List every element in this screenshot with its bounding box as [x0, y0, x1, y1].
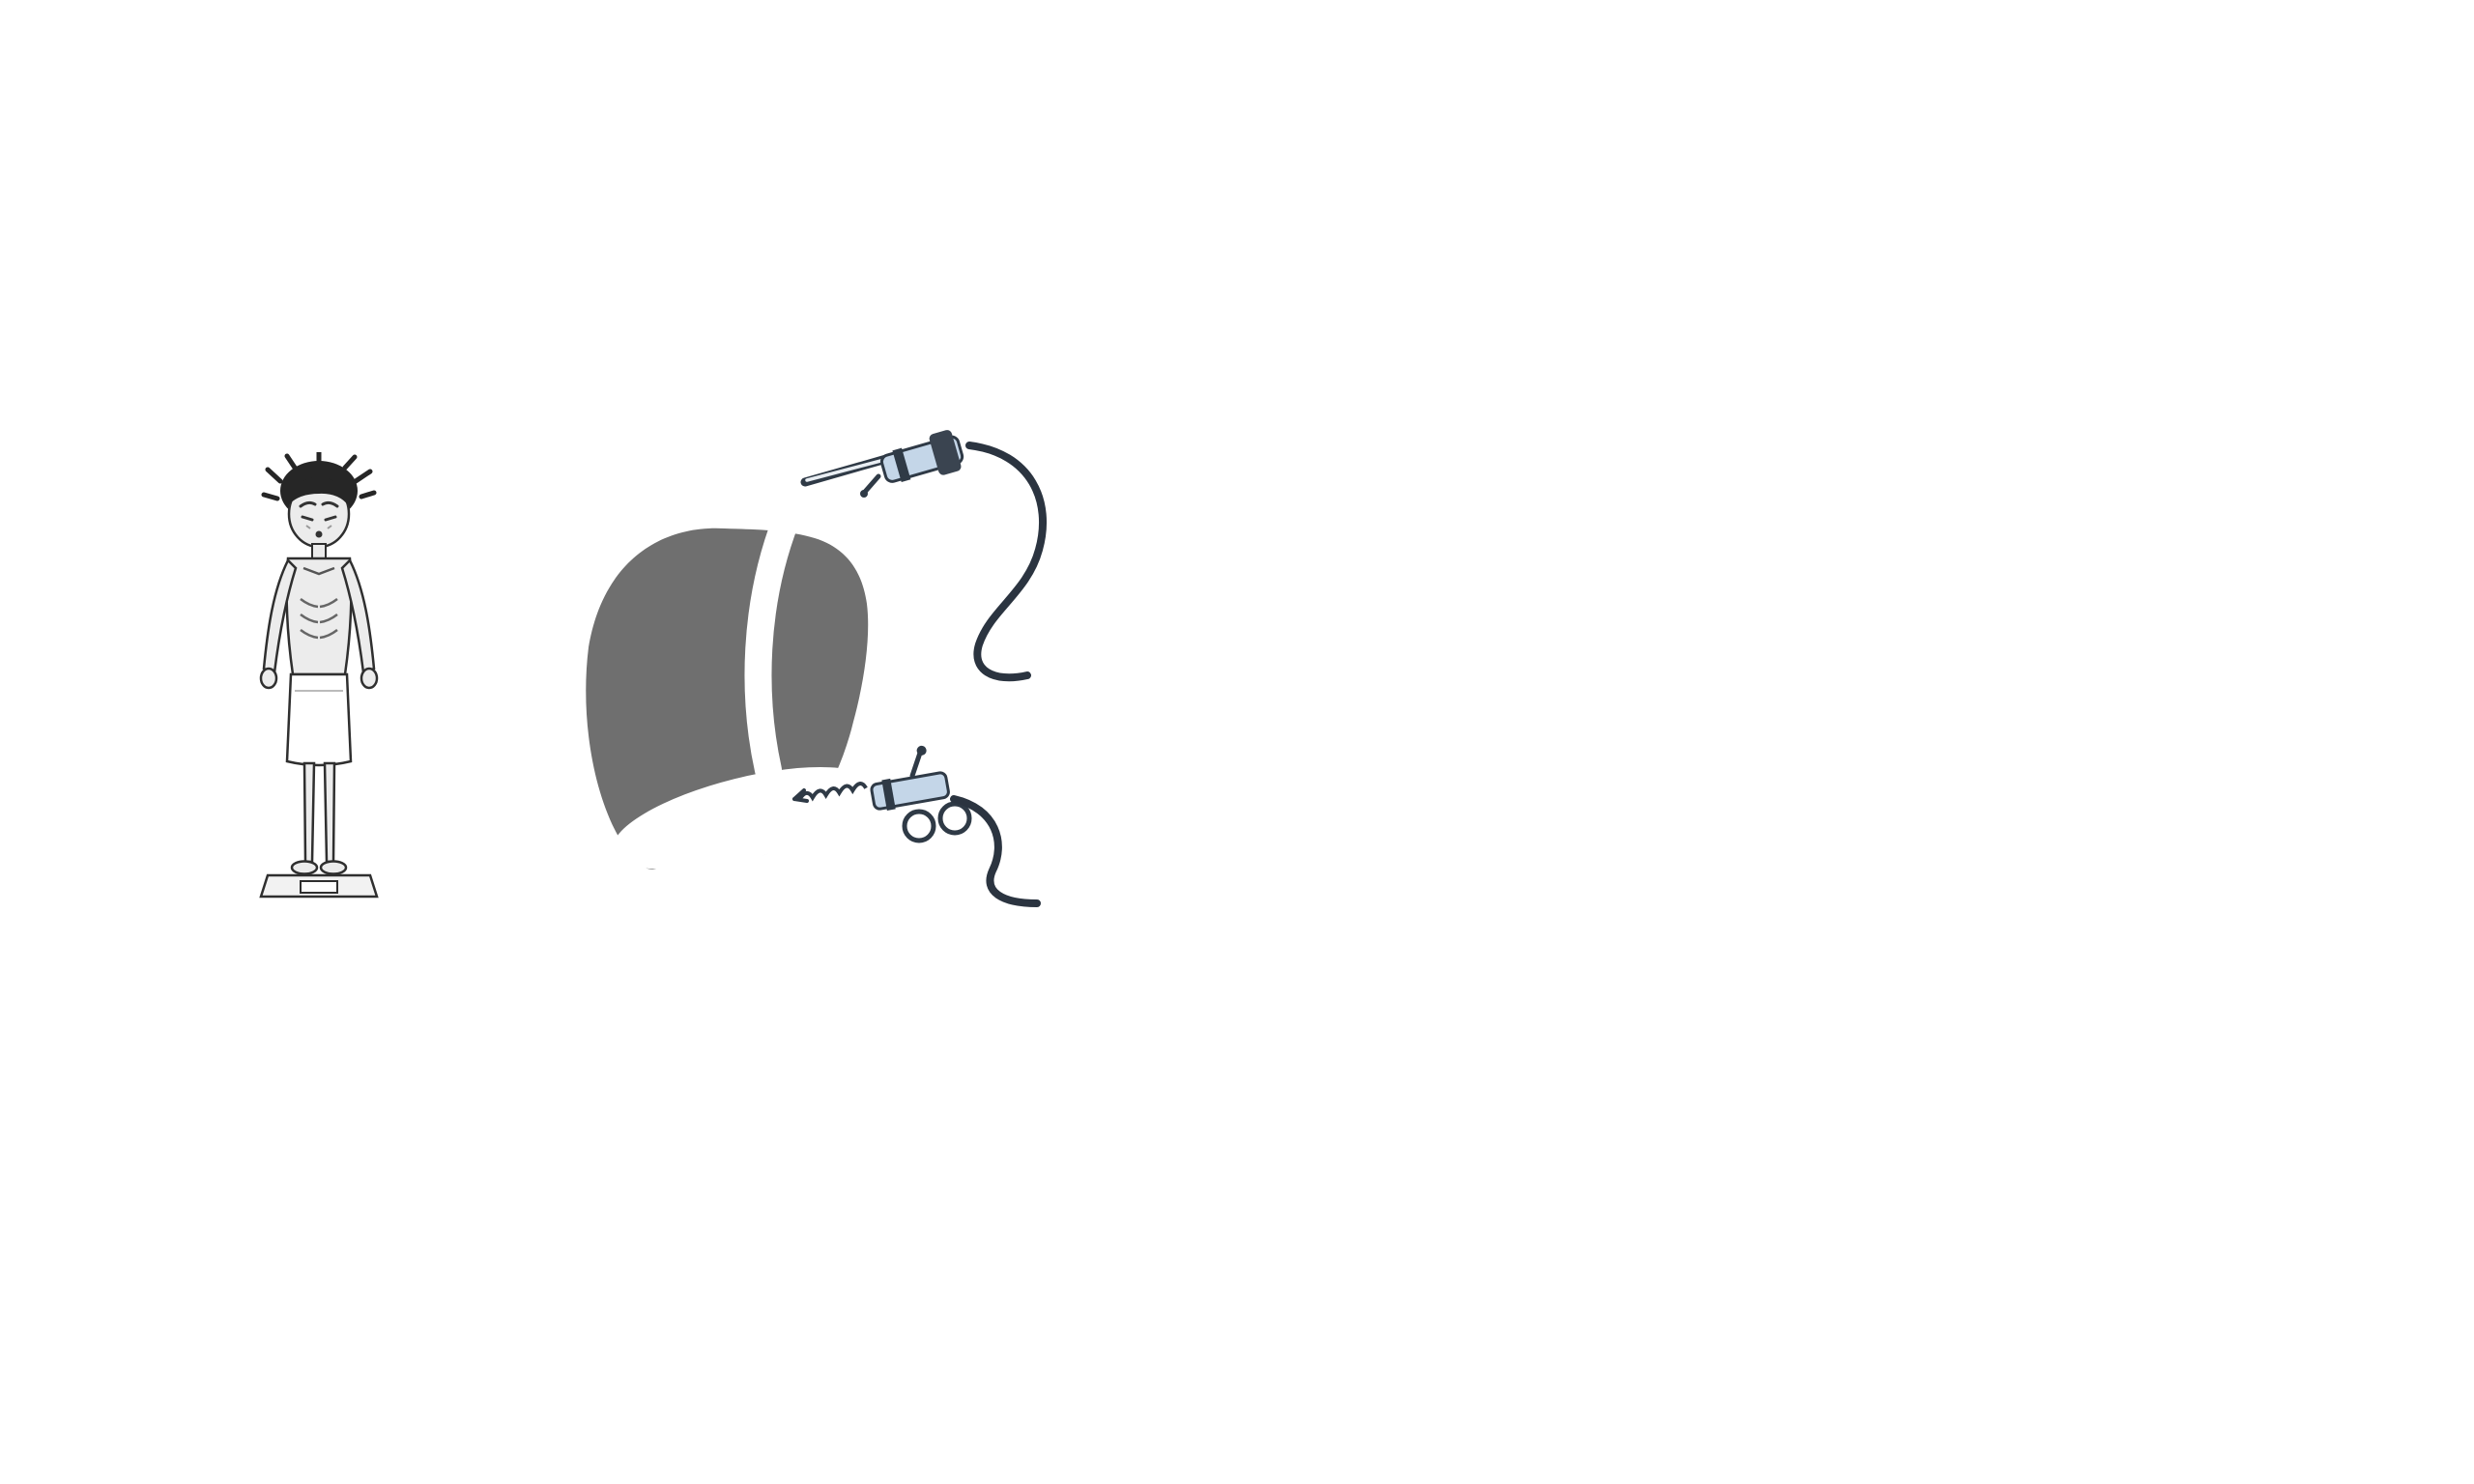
criteria-item	[1187, 1161, 1237, 1206]
liver-resection-illustration	[586, 430, 1047, 907]
criteria-item	[1187, 984, 1237, 1028]
bar-chart-legend	[1140, 924, 1566, 948]
normal-nutrition-box	[187, 991, 455, 1175]
criteria-item	[1187, 1028, 1237, 1072]
patient-face	[287, 476, 351, 549]
recurrence-free-survival-km-plot	[1711, 985, 2474, 1420]
legend-item-normal	[1299, 924, 1335, 948]
textbook-outcome-criteria-list	[1187, 984, 1237, 1206]
liver-shape	[586, 507, 877, 870]
laparoscope-top	[800, 430, 1047, 682]
malnourished-patient-illustration	[259, 452, 379, 899]
patient-towel	[285, 672, 353, 767]
textbook-outcome-bar-chart	[1140, 449, 1595, 913]
patient-body	[259, 543, 379, 690]
criteria-item	[1187, 1117, 1237, 1161]
legend-swatch-normal	[1299, 924, 1323, 948]
criteria-item	[1187, 1072, 1237, 1117]
overall-survival-km-plot	[1711, 440, 2474, 865]
legend-swatch-malnutrition	[1371, 924, 1395, 948]
weighing-scale	[259, 873, 379, 899]
legend-item-malnutrition	[1371, 924, 1407, 948]
patient-legs	[290, 761, 348, 875]
malnutrition-box	[626, 991, 896, 1175]
title-banner	[4, 76, 2470, 271]
laparoscope-bottom	[792, 745, 1041, 907]
